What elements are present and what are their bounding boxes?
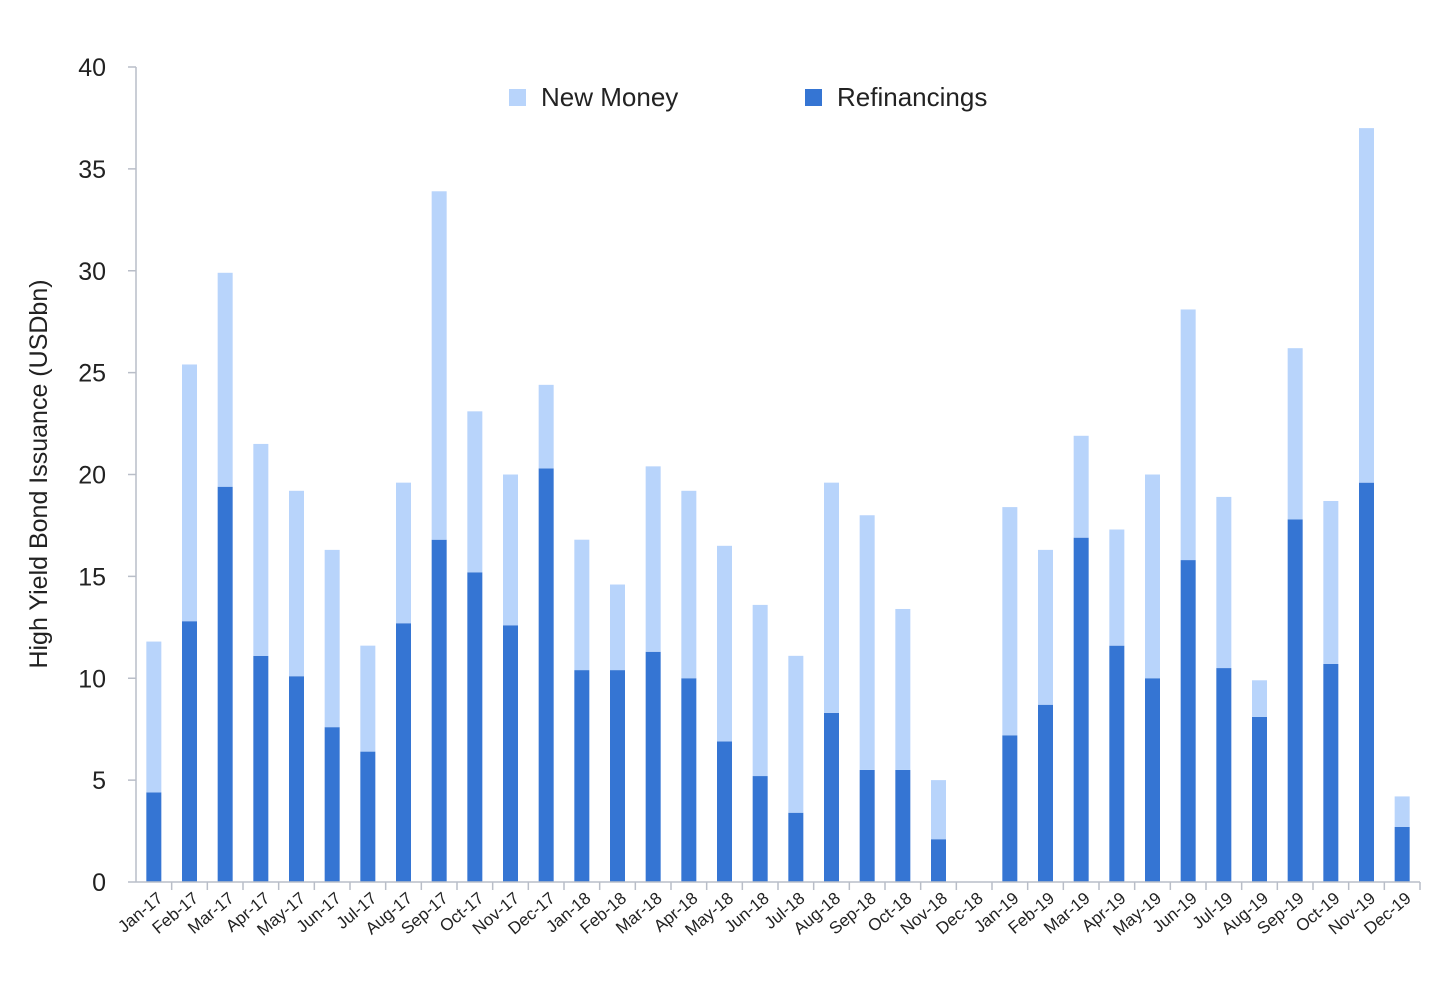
- bar-new-money: [1145, 474, 1160, 679]
- bar-refinancings: [788, 812, 804, 882]
- bar-refinancings: [538, 468, 554, 882]
- bar-refinancings: [1252, 716, 1267, 882]
- bar-new-money: [538, 384, 554, 469]
- bar-refinancings: [931, 839, 946, 882]
- y-tick-label: 15: [78, 563, 106, 591]
- bar-refinancings: [1145, 678, 1160, 882]
- bar-new-money: [1323, 500, 1339, 664]
- y-tick-label: 30: [78, 258, 106, 286]
- bar-new-money: [1216, 496, 1232, 669]
- bar-refinancings: [859, 769, 875, 882]
- bar-new-money: [1073, 435, 1089, 538]
- y-axis-ticks: 0 5 10 15 20 25 30 35 40: [78, 54, 136, 897]
- bar-refinancings: [182, 621, 197, 882]
- bar-new-money: [717, 545, 732, 742]
- bar-refinancings: [1323, 663, 1339, 882]
- bar-new-money: [396, 482, 411, 624]
- bar-refinancings: [1394, 826, 1410, 882]
- bar-new-money: [467, 411, 483, 573]
- bar-refinancings: [1216, 668, 1232, 882]
- bar-refinancings: [360, 751, 376, 882]
- bar-new-money: [1180, 309, 1196, 561]
- x-axis-ticks: Jan-17Feb-17Mar-17Apr-17May-17Jun-17Jul-…: [114, 882, 1421, 940]
- bar-refinancings: [289, 676, 304, 882]
- bar-new-money: [289, 490, 304, 677]
- bar-new-money: [182, 364, 197, 622]
- bar-refinancings: [1287, 519, 1303, 882]
- bar-new-money: [752, 604, 768, 777]
- bar-new-money: [1394, 796, 1410, 827]
- bar-refinancings: [396, 623, 411, 882]
- bar-refinancings: [324, 727, 340, 882]
- y-tick-label: 0: [92, 869, 106, 897]
- bar-new-money: [931, 780, 946, 840]
- bar-refinancings: [1180, 560, 1196, 882]
- bars-group: [146, 128, 1410, 882]
- bar-refinancings: [645, 651, 661, 882]
- bar-refinancings: [1073, 537, 1089, 882]
- bar-refinancings: [1002, 735, 1018, 882]
- legend-swatch-refinancings: [805, 89, 822, 106]
- bar-new-money: [1252, 680, 1267, 717]
- bar-refinancings: [503, 625, 518, 882]
- bar-new-money: [1359, 128, 1374, 483]
- legend-label: New Money: [541, 82, 678, 112]
- bar-new-money: [1287, 348, 1303, 520]
- bar-new-money: [645, 466, 661, 652]
- bar-refinancings: [610, 670, 625, 882]
- bar-refinancings: [574, 670, 590, 882]
- bar-new-money: [574, 539, 590, 671]
- bar-new-money: [788, 655, 804, 813]
- bar-refinancings: [467, 572, 483, 882]
- bar-new-money: [146, 641, 162, 793]
- bar-refinancings: [1359, 482, 1374, 882]
- y-tick-label: 40: [78, 54, 106, 82]
- bar-refinancings: [1038, 704, 1053, 882]
- bar-new-money: [681, 490, 697, 679]
- bar-refinancings: [752, 776, 768, 882]
- bar-refinancings: [253, 655, 269, 882]
- bar-refinancings: [895, 769, 911, 882]
- legend-label: Refinancings: [837, 82, 987, 112]
- bar-new-money: [360, 645, 376, 752]
- legend-swatch-new-money: [509, 89, 526, 106]
- bar-new-money: [324, 549, 340, 728]
- bar-new-money: [217, 272, 233, 487]
- bar-new-money: [859, 515, 875, 770]
- bar-refinancings: [431, 539, 447, 882]
- y-tick-label: 10: [78, 665, 106, 693]
- bar-new-money: [503, 474, 518, 626]
- bar-refinancings: [717, 741, 732, 882]
- bar-new-money: [1002, 507, 1018, 736]
- y-axis-title: High Yield Bond Issuance (USDbn): [25, 279, 53, 668]
- bar-new-money: [431, 191, 447, 540]
- y-tick-label: 35: [78, 156, 106, 184]
- bar-new-money: [1109, 529, 1125, 646]
- legend: New Money Refinancings: [509, 82, 987, 112]
- bar-refinancings: [146, 792, 162, 882]
- bar-new-money: [895, 608, 911, 770]
- y-tick-label: 25: [78, 360, 106, 388]
- bar-refinancings: [217, 486, 233, 882]
- bar-new-money: [253, 443, 269, 656]
- bar-new-money: [824, 482, 839, 713]
- bar-refinancings: [681, 678, 697, 882]
- bar-refinancings: [824, 712, 839, 882]
- bar-new-money: [1038, 549, 1053, 705]
- bar-refinancings: [1109, 645, 1125, 882]
- bar-new-money: [610, 584, 625, 671]
- y-tick-label: 20: [78, 462, 106, 490]
- y-tick-label: 5: [92, 767, 106, 795]
